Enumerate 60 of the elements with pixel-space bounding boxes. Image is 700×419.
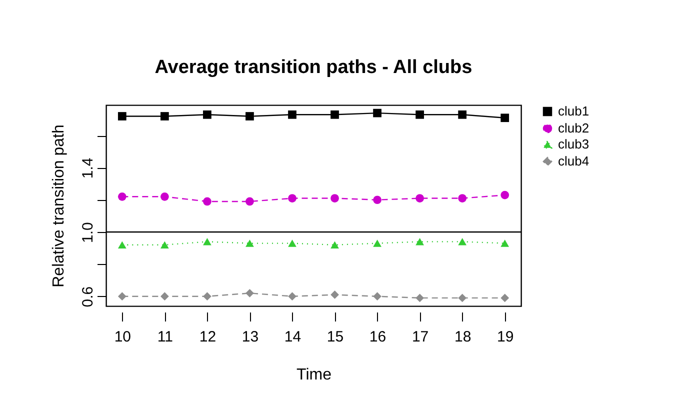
chart-title: Average transition paths - All clubs	[154, 57, 472, 78]
point	[246, 288, 254, 298]
point	[246, 240, 254, 247]
x-tick-label: 13	[242, 328, 259, 346]
point	[330, 290, 339, 299]
point	[373, 108, 382, 118]
point	[288, 194, 296, 202]
point	[500, 190, 510, 200]
point	[373, 292, 382, 301]
point	[500, 114, 510, 122]
point	[416, 194, 424, 202]
x-tick-label: 19	[497, 328, 514, 346]
point	[203, 292, 212, 301]
point	[500, 240, 510, 247]
point	[160, 192, 169, 201]
x-tick-label: 16	[369, 328, 386, 346]
legend-label: club1	[558, 104, 590, 118]
point	[373, 240, 382, 247]
point	[330, 241, 339, 249]
point	[416, 294, 424, 302]
point	[160, 241, 169, 249]
x-tick-label: 15	[326, 328, 344, 346]
y-tick-label: 1.4	[80, 158, 96, 179]
point	[118, 112, 126, 120]
point	[330, 194, 339, 202]
point	[118, 292, 126, 301]
x-tick-label: 14	[284, 328, 302, 346]
point	[458, 238, 467, 246]
point	[458, 110, 467, 119]
x-tick-label: 17	[412, 328, 429, 346]
point	[203, 197, 212, 206]
point	[416, 238, 424, 246]
point	[160, 112, 169, 120]
point	[246, 112, 254, 120]
point	[118, 241, 126, 249]
point	[416, 110, 424, 119]
x-tick-label: 10	[114, 328, 131, 346]
y-tick-label: 0.6	[80, 286, 96, 308]
point	[458, 294, 467, 302]
point	[458, 194, 467, 202]
point	[500, 294, 510, 302]
point	[203, 238, 212, 246]
x-tick-label: 18	[454, 328, 472, 346]
y-tick-label: 1.0	[80, 222, 96, 243]
legend-label: club4	[558, 154, 590, 168]
point	[160, 292, 169, 301]
point	[288, 110, 296, 119]
legend-label: club3	[558, 136, 590, 152]
point	[288, 240, 296, 247]
legend-label: club2	[558, 120, 590, 136]
point	[330, 110, 339, 119]
point	[373, 196, 382, 204]
x-tick-label: 11	[157, 328, 173, 346]
point	[288, 292, 296, 301]
x-tick-label: 12	[199, 328, 216, 346]
point	[203, 110, 212, 119]
x-axis-title: Time	[296, 366, 332, 384]
point	[246, 197, 254, 206]
y-axis-title: Relative transition path	[50, 124, 68, 288]
point	[118, 192, 126, 201]
